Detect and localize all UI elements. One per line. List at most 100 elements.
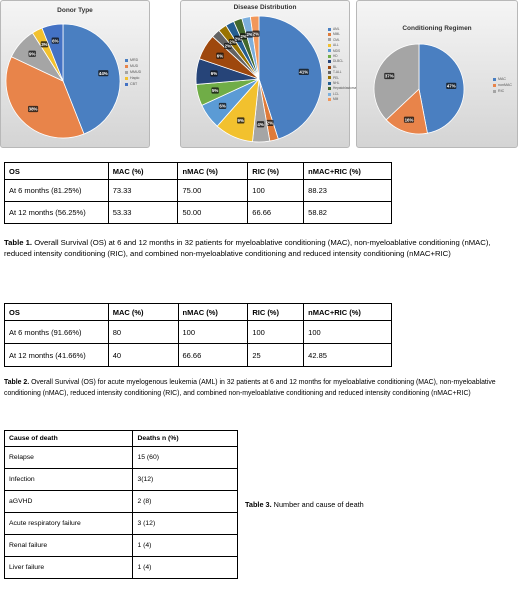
table-cell: 80 — [107, 320, 179, 344]
table-header-row: Cause of death Deaths n (%) — [3, 430, 238, 447]
legend-swatch — [328, 92, 331, 96]
disease-distribution-pie: 41%2%4%9%6%5%6%6%2%2%2%2% 2% 2% — [195, 15, 323, 143]
slice-label-background — [239, 33, 248, 40]
table-cell: 100 — [247, 179, 305, 202]
slice-label: 6% — [219, 104, 225, 109]
table-cell: 88.23 — [303, 179, 392, 202]
legend-label: nonMAC — [498, 83, 512, 88]
slice-label: 38% — [29, 107, 38, 112]
caption-text: Overall Survival (OS) at 6 and 12 months… — [4, 238, 491, 259]
header-cell: RIC (%) — [247, 162, 305, 180]
header-cell: OS — [4, 303, 109, 321]
legend-label: LCL — [333, 91, 339, 96]
table-row: aGVHD 2 (8) — [3, 490, 238, 513]
legend-label: DLBCL — [333, 59, 344, 64]
table-row: Liver failure 1 (4) — [3, 556, 238, 579]
legend-swatch — [328, 38, 331, 42]
table-cell: 58.82 — [303, 201, 392, 224]
legend-swatch — [328, 43, 331, 47]
legend-label: MDS — [333, 48, 341, 53]
table-cell: At 12 months (41.66%) — [4, 343, 109, 367]
legend-entry: DLBCL — [328, 59, 356, 64]
slice-label-background — [256, 121, 265, 128]
header-cell: OS — [4, 162, 109, 180]
slice-label-background — [446, 82, 457, 89]
slice-label-background — [384, 72, 395, 80]
table-cell: 50.00 — [177, 201, 249, 224]
slice-label-background — [403, 116, 415, 123]
legend-label: CML — [333, 37, 340, 42]
legend-label: CBT — [130, 82, 138, 87]
table-row: At 6 months (91.66%) 80 100 100 100 — [4, 320, 392, 344]
slice-label-background — [40, 41, 49, 48]
legend-swatch — [328, 97, 331, 101]
slice-label: 2% — [225, 44, 231, 49]
chart-title: Disease Distribution — [233, 4, 297, 11]
legend-label: MAC — [498, 77, 506, 81]
legend-label: NHL — [333, 81, 340, 86]
legend-entry: MML — [328, 32, 356, 37]
legend-entry: MAC — [493, 76, 512, 82]
conditioning-regimen-legend: MAC nonMAC RIC — [493, 76, 512, 94]
header-cell: nMAC (%) — [177, 162, 249, 180]
header-cell: nMAC+RIC (%) — [303, 162, 392, 180]
legend-label: HD — [333, 54, 338, 59]
legend-swatch — [125, 82, 128, 86]
table-2: OS MAC (%) nMAC (%) RIC (%) nMAC+RIC (%)… — [4, 303, 392, 367]
slice-label: 41% — [299, 70, 308, 75]
table-cell: 3(12) — [132, 468, 238, 491]
legend-swatch — [328, 76, 331, 80]
legend-entry: MRD — [125, 57, 141, 63]
conditioning-regimen-pie: 47% 16% 37% — [373, 43, 465, 135]
caption-label: Table 1. — [4, 238, 33, 247]
legend-entry: RIC — [493, 88, 512, 94]
slice-label-background — [98, 70, 109, 77]
table-row: At 12 months (41.66%) 40 66.66 25 42.85 — [4, 343, 392, 367]
table-cell: 15 (60) — [132, 446, 238, 469]
slice-label: 2% — [246, 32, 252, 37]
legend-entry: MM — [328, 97, 356, 102]
legend-swatch — [328, 87, 331, 91]
slice-label-background — [211, 87, 219, 94]
legend-swatch — [493, 77, 496, 81]
legend-swatch — [493, 83, 496, 87]
legend-swatch — [328, 49, 331, 53]
legend-entry: nonMAC — [493, 82, 512, 88]
table-row: Renal failure 1 (4) — [3, 534, 238, 557]
table-row: Acute respiratory failure 3 (12) — [3, 512, 238, 535]
legend-entry: BL — [328, 65, 356, 70]
legend-entry: CML — [328, 38, 356, 43]
slice-label-background — [51, 37, 60, 44]
table-cell: Relapse — [3, 446, 134, 469]
header-cell: MAC (%) — [107, 303, 179, 321]
table-cell: 100 — [177, 320, 249, 344]
legend-label: PEL — [333, 75, 340, 80]
legend-label: MM — [333, 97, 339, 102]
table-cell: Renal failure — [3, 534, 134, 557]
slice-label: 2% — [235, 36, 241, 41]
legend-label: Hepatoblastoma — [333, 86, 357, 91]
slice-label: 2% — [253, 31, 259, 36]
legend-entry: ALL — [328, 43, 356, 48]
donor-type-pie: 44% 38% 9% 3% 6% — [5, 23, 121, 139]
table-cell: 3 (12) — [132, 512, 238, 535]
legend-entry: MMUD — [125, 69, 141, 75]
table-cell: 75.00 — [177, 179, 249, 202]
slice-label-background — [218, 102, 227, 110]
table-cell: 66.66 — [177, 343, 249, 367]
slice-label-background — [234, 35, 242, 42]
table-1: OS MAC (%) nMAC (%) RIC (%) nMAC+RIC (%)… — [4, 162, 392, 224]
slice-label: 5% — [212, 88, 218, 93]
slice-label-background — [266, 119, 274, 127]
donor-type-legend: MRD MUD MMUD Haplo CBT — [125, 57, 141, 87]
table-3-caption: Table 3. Number and cause of death — [245, 500, 364, 509]
legend-swatch — [125, 64, 128, 68]
legend-label: MML — [333, 32, 341, 37]
legend-entry: Haplo — [125, 75, 141, 81]
donor-type-panel: Donor Type 44% 38% 9% 3% 6% MRD MUD MMUD Haplo C… — [0, 0, 150, 148]
slice-label-background — [216, 52, 224, 59]
slice-label-background — [252, 30, 260, 37]
table-cell: Acute respiratory failure — [3, 512, 134, 535]
legend-swatch — [125, 58, 128, 62]
slice-label: 3% — [41, 42, 47, 47]
